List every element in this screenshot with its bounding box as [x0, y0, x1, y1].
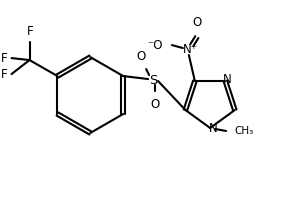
Text: CH₃: CH₃ [234, 126, 253, 136]
Text: F: F [1, 68, 8, 81]
Text: F: F [27, 25, 34, 38]
Text: O: O [151, 98, 160, 111]
Text: F: F [1, 51, 8, 65]
Text: N: N [223, 73, 232, 86]
Text: O: O [136, 50, 146, 63]
Text: ⁻O: ⁻O [147, 38, 163, 51]
Text: N⁺: N⁺ [182, 42, 197, 56]
Text: S: S [149, 73, 157, 86]
Text: O: O [192, 16, 201, 29]
Text: N: N [209, 123, 217, 136]
